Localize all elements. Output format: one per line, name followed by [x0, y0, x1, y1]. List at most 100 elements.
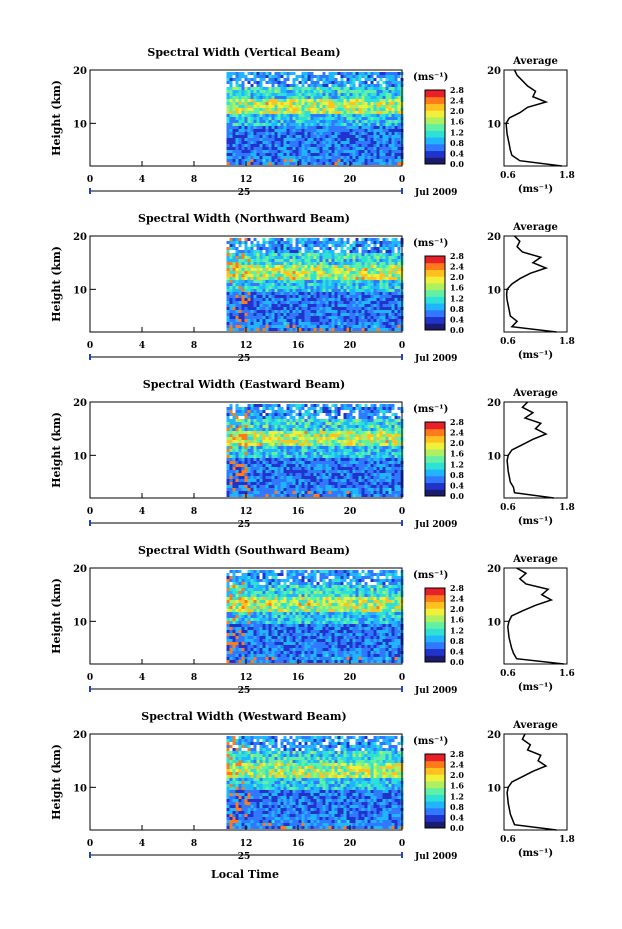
heatmap-cell [385, 250, 389, 253]
heatmap-cell [334, 259, 338, 262]
heatmap-cell [307, 117, 311, 120]
heatmap-cell [295, 443, 299, 446]
heatmap-cell [232, 271, 236, 274]
heatmap-cell [268, 87, 272, 90]
heatmap-cell [253, 313, 257, 316]
heatmap-cell [250, 129, 254, 132]
heatmap-cell [307, 434, 311, 437]
heatmap-cell [247, 120, 251, 123]
heatmap-cell [337, 449, 341, 452]
heatmap-cell [367, 75, 371, 78]
heatmap-cell [247, 422, 251, 425]
heatmap-cell [376, 449, 380, 452]
heatmap-cell [226, 72, 230, 75]
heatmap-cell [337, 144, 341, 147]
heatmap-cell [250, 446, 254, 449]
heatmap-cell [295, 452, 299, 455]
heatmap-cell [301, 316, 305, 319]
heatmap-cell [340, 90, 344, 93]
heatmap-cell [361, 280, 365, 283]
heatmap-cell [397, 452, 401, 455]
heatmap-cell [259, 138, 263, 141]
heatmap-cell [385, 244, 389, 247]
heatmap-cell [388, 301, 392, 304]
heatmap-cell [346, 111, 350, 114]
heatmap-cell [268, 328, 272, 331]
heatmap-cell [307, 413, 311, 416]
heatmap-cell [298, 138, 302, 141]
heatmap-cell [352, 289, 356, 292]
heatmap-cell [358, 244, 362, 247]
heatmap-cell [310, 455, 314, 458]
heatmap-cell [322, 328, 326, 331]
heatmap-cell [343, 129, 347, 132]
heatmap-cell [304, 256, 308, 259]
heatmap-cell [352, 449, 356, 452]
heatmap-cell [388, 93, 392, 96]
heatmap-cell [253, 473, 257, 476]
heatmap-cell [307, 108, 311, 111]
heatmap-cell [334, 141, 338, 144]
heatmap-cell [235, 431, 239, 434]
heatmap-cell [391, 238, 395, 241]
heatmap-cell [358, 425, 362, 428]
heatmap-cell [244, 78, 248, 81]
heatmap-cell [325, 289, 329, 292]
heatmap-cell [358, 470, 362, 473]
heatmap-cell [337, 437, 341, 440]
heatmap-cell [259, 123, 263, 126]
heatmap-cell [277, 443, 281, 446]
heatmap-cell [346, 256, 350, 259]
heatmap-cell [295, 310, 299, 313]
heatmap-cell [385, 446, 389, 449]
heatmap-cell [295, 328, 299, 331]
heatmap-cell [370, 75, 374, 78]
heatmap-cell [298, 117, 302, 120]
heatmap-cell [343, 117, 347, 120]
heatmap-cell [280, 458, 284, 461]
heatmap-cell [268, 78, 272, 81]
heatmap-cell [397, 446, 401, 449]
heatmap-cell [394, 90, 398, 93]
heatmap-cell [241, 271, 245, 274]
heatmap-cell [325, 126, 329, 129]
heatmap-cell [331, 105, 335, 108]
heatmap-cell [286, 328, 290, 331]
heatmap-cell [376, 105, 380, 108]
heatmap-cell [238, 114, 242, 117]
heatmap-cell [349, 461, 353, 464]
heatmap-cell [241, 93, 245, 96]
heatmap-cell [394, 241, 398, 244]
heatmap-cell [229, 325, 233, 328]
heatmap-cell [334, 416, 338, 419]
heatmap-cell [325, 277, 329, 280]
heatmap-cell [367, 259, 371, 262]
heatmap-cell [250, 126, 254, 129]
heatmap-cell [319, 256, 323, 259]
heatmap-cell [364, 126, 368, 129]
heatmap-cell [268, 144, 272, 147]
heatmap-cell [310, 473, 314, 476]
heatmap-cell [316, 404, 320, 407]
heatmap-cell [373, 419, 377, 422]
heatmap-cell [316, 310, 320, 313]
heatmap-cell [367, 295, 371, 298]
heatmap-cell [364, 96, 368, 99]
heatmap-cell [292, 141, 296, 144]
heatmap-cell [352, 443, 356, 446]
heatmap-cell [292, 274, 296, 277]
heatmap-cell [379, 428, 383, 431]
heatmap-cell [310, 470, 314, 473]
heatmap-cell [379, 277, 383, 280]
heatmap-cell [361, 244, 365, 247]
heatmap-cell [313, 162, 317, 165]
heatmap-cell [280, 123, 284, 126]
heatmap-cell [361, 434, 365, 437]
heatmap-cell [394, 99, 398, 102]
heatmap-cell [286, 307, 290, 310]
heatmap-cell [277, 268, 281, 271]
heatmap-cell [244, 108, 248, 111]
heatmap-cell [346, 75, 350, 78]
heatmap-cell [361, 262, 365, 265]
heatmap-cell [286, 449, 290, 452]
